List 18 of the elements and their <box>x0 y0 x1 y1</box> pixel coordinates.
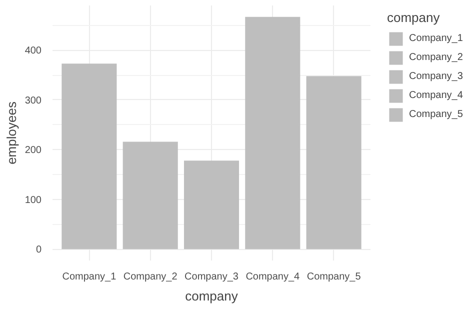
legend-label: Company_3 <box>409 70 464 84</box>
x-tick-label: Company_2 <box>123 272 178 282</box>
y-tick-label: 100 <box>24 194 42 206</box>
x-tick-label: Company_1 <box>62 272 117 282</box>
legend-label: Company_1 <box>409 32 464 46</box>
y-tick-label: 300 <box>24 95 42 106</box>
y-tick-label: 0 <box>36 244 42 256</box>
x-tick-label: Company_3 <box>184 272 239 282</box>
x-tick-label: Company_4 <box>246 272 300 282</box>
legend-label: Company_2 <box>409 51 464 65</box>
x-axis-title: company <box>185 288 238 304</box>
legend-label: Company_5 <box>409 108 464 122</box>
y-tick-label: 200 <box>24 145 42 156</box>
x-tick-label: Company_5 <box>306 272 362 282</box>
y-tick-label: 400 <box>24 46 42 57</box>
y-axis-title: employees <box>4 101 19 164</box>
legend-title: company <box>387 10 441 25</box>
legend-label: Company_4 <box>409 89 464 103</box>
